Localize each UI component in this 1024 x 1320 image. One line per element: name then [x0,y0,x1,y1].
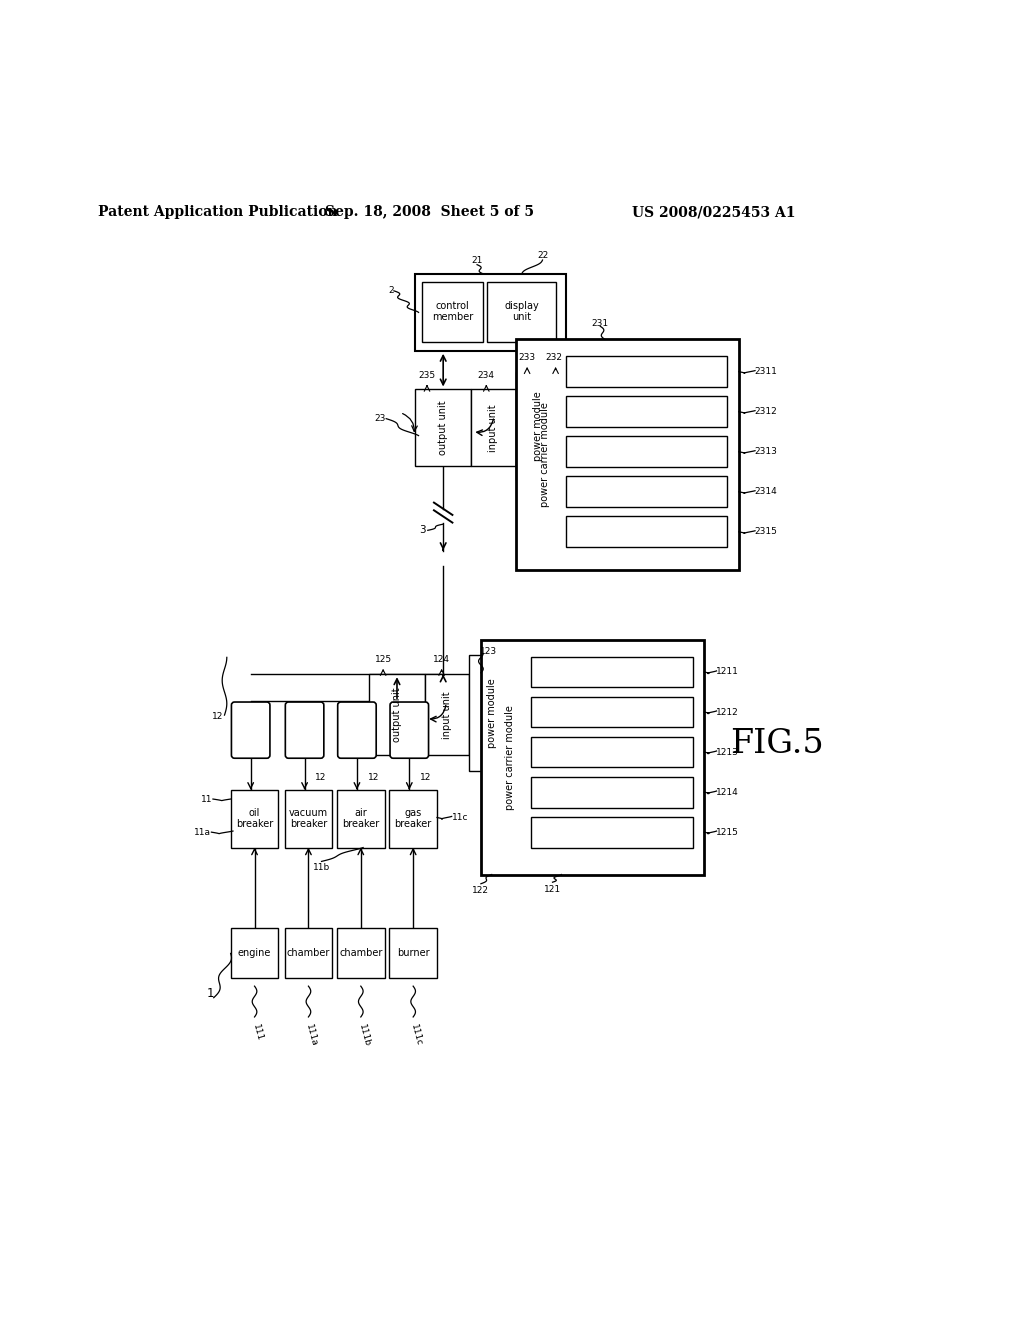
Bar [565,437,727,467]
Bar [531,697,692,727]
Text: Patent Application Publication: Patent Application Publication [97,206,337,219]
Text: 1: 1 [206,987,214,1001]
Bar [370,675,425,755]
Text: power module: power module [486,678,497,747]
Bar [337,789,385,847]
Text: 3: 3 [420,525,426,536]
Bar [416,275,565,351]
Text: display
unit: display unit [505,301,539,322]
Text: power carrier module: power carrier module [505,705,515,809]
Text: 125: 125 [375,655,392,664]
Text: 2312: 2312 [755,408,777,416]
Bar [565,477,727,507]
Text: 12: 12 [420,774,431,781]
Text: 2315: 2315 [755,528,777,536]
Text: 11c: 11c [452,813,468,822]
Text: control
member: control member [432,301,473,322]
Text: 2314: 2314 [755,487,777,496]
Text: 111: 111 [251,1023,264,1041]
Text: output unit: output unit [392,688,402,742]
Text: 23: 23 [375,414,386,424]
Bar [230,928,279,978]
Bar [337,928,385,978]
Text: 21: 21 [471,256,482,264]
Bar [531,656,692,688]
Text: 123: 123 [480,647,498,656]
Bar [285,789,333,847]
Bar [565,516,727,548]
Text: 1215: 1215 [716,828,738,837]
Text: US 2008/0225453 A1: US 2008/0225453 A1 [633,206,796,219]
Text: vacuum
breaker: vacuum breaker [289,808,328,829]
Text: 121: 121 [544,884,561,894]
Text: 111a: 111a [304,1023,318,1047]
Text: 1212: 1212 [716,708,738,717]
Text: 2: 2 [388,286,394,296]
Bar [565,356,727,387]
Bar [422,281,483,342]
Text: 235: 235 [419,371,435,380]
Text: air
breaker: air breaker [342,808,380,829]
Text: power module: power module [532,392,543,461]
Text: 232: 232 [546,354,562,363]
Bar [515,339,739,570]
Bar [471,389,515,466]
Text: 11: 11 [202,795,213,804]
Text: 2313: 2313 [755,447,777,457]
Bar [425,675,469,755]
Text: 233: 233 [518,354,536,363]
Bar [531,737,692,767]
Text: 12: 12 [212,713,223,721]
Text: 1211: 1211 [716,668,738,676]
Text: 11b: 11b [313,863,330,873]
Text: 231: 231 [592,319,609,327]
Text: burner: burner [397,949,429,958]
Text: 11a: 11a [195,828,211,837]
Bar [285,928,333,978]
Text: 1214: 1214 [716,788,738,796]
Bar [487,281,556,342]
Text: chamber: chamber [339,949,383,958]
FancyBboxPatch shape [338,702,376,758]
Text: power carrier module: power carrier module [540,403,550,507]
Bar [481,640,705,875]
Bar [389,789,437,847]
Text: input unit: input unit [442,690,452,738]
FancyBboxPatch shape [231,702,270,758]
Bar [230,789,279,847]
Text: 111b: 111b [356,1023,371,1048]
FancyBboxPatch shape [390,702,429,758]
Text: engine: engine [238,949,271,958]
Text: 122: 122 [472,886,489,895]
Bar [565,396,727,428]
Text: FIG.5: FIG.5 [730,727,824,759]
Text: 2311: 2311 [755,367,777,376]
Text: 12: 12 [368,774,379,781]
Bar [531,817,692,847]
FancyBboxPatch shape [286,702,324,758]
Bar [389,928,437,978]
Text: 22: 22 [537,251,548,260]
Text: oil
breaker: oil breaker [236,808,273,829]
Text: gas
breaker: gas breaker [394,808,432,829]
Text: Sep. 18, 2008  Sheet 5 of 5: Sep. 18, 2008 Sheet 5 of 5 [325,206,534,219]
Text: input unit: input unit [488,404,499,451]
Bar [531,776,692,808]
Text: 234: 234 [478,371,495,380]
Bar [416,389,471,466]
Text: 1213: 1213 [716,747,738,756]
Text: 111c: 111c [409,1023,424,1047]
Bar [469,655,514,771]
Text: output unit: output unit [438,400,449,455]
Bar [515,372,560,480]
Text: 12: 12 [315,774,327,781]
Text: chamber: chamber [287,949,330,958]
Text: 124: 124 [433,655,451,664]
